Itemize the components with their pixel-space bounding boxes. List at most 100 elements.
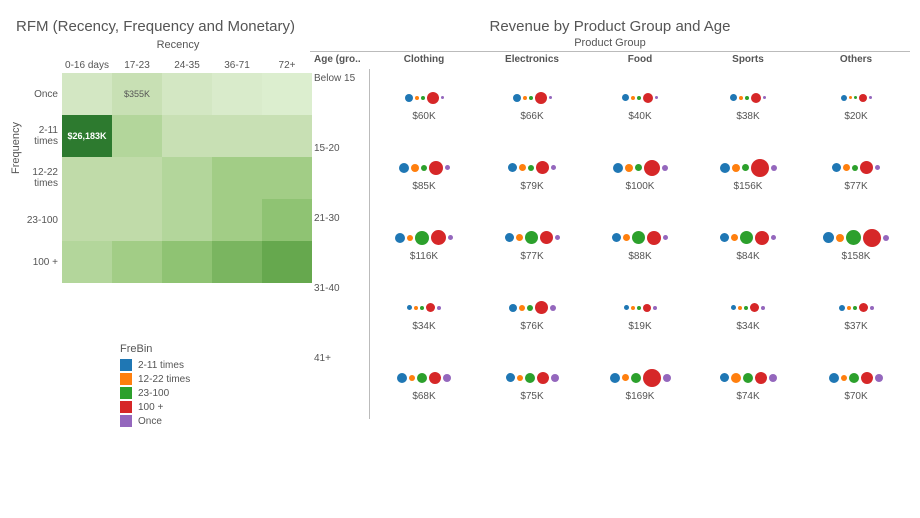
rfm-col-header: 0-16 days <box>62 53 112 73</box>
rfm-cell[interactable] <box>262 157 312 199</box>
dot <box>663 235 668 240</box>
rfm-cell[interactable] <box>162 199 212 241</box>
rfm-cell[interactable] <box>212 199 262 241</box>
rfm-cell[interactable] <box>62 73 112 115</box>
rfm-cell[interactable] <box>162 157 212 199</box>
revenue-cell[interactable]: $169K <box>586 349 694 419</box>
rfm-cell[interactable] <box>262 241 312 283</box>
revenue-cell[interactable]: $88K <box>586 209 694 279</box>
revenue-value-label: $76K <box>520 321 543 332</box>
age-row-header: 41+ <box>310 349 370 419</box>
revenue-cell[interactable]: $68K <box>370 349 478 419</box>
dot <box>551 374 559 382</box>
dots-row <box>720 367 777 389</box>
revenue-value-label: $34K <box>736 321 759 332</box>
rfm-col-header: 24-35 <box>162 53 212 73</box>
dot <box>846 230 861 245</box>
revenue-cell[interactable]: $76K <box>478 279 586 349</box>
revenue-cell[interactable]: $38K <box>694 69 802 139</box>
rfm-cell[interactable] <box>162 115 212 157</box>
legend-item[interactable]: 23-100 <box>120 387 310 399</box>
dot <box>771 235 776 240</box>
revenue-value-label: $68K <box>412 391 435 402</box>
revenue-cell[interactable]: $60K <box>370 69 478 139</box>
revenue-cell[interactable]: $74K <box>694 349 802 419</box>
dot <box>397 373 407 383</box>
revenue-cell[interactable]: $37K <box>802 279 910 349</box>
age-row-header: 21-30 <box>310 209 370 279</box>
legend-item[interactable]: Once <box>120 415 310 427</box>
dot <box>448 235 453 240</box>
dot <box>405 94 413 102</box>
revenue-panel: Revenue by Product Group and Age Product… <box>310 0 920 518</box>
rfm-cell[interactable] <box>62 241 112 283</box>
revenue-cell[interactable]: $100K <box>586 139 694 209</box>
rfm-cell[interactable] <box>212 157 262 199</box>
revenue-cell[interactable]: $20K <box>802 69 910 139</box>
rfm-cell[interactable]: $355K <box>112 73 162 115</box>
revenue-cell[interactable]: $77K <box>802 139 910 209</box>
revenue-cell[interactable]: $77K <box>478 209 586 279</box>
dot <box>771 165 777 171</box>
rfm-cell[interactable] <box>112 157 162 199</box>
dot <box>613 163 623 173</box>
revenue-cell[interactable]: $85K <box>370 139 478 209</box>
rfm-cell[interactable] <box>112 241 162 283</box>
rfm-cell[interactable] <box>62 157 112 199</box>
revenue-cell[interactable]: $84K <box>694 209 802 279</box>
dot <box>836 234 844 242</box>
dots-row <box>407 297 441 319</box>
revenue-cell[interactable]: $158K <box>802 209 910 279</box>
revenue-cell[interactable]: $66K <box>478 69 586 139</box>
dots-row <box>829 367 883 389</box>
revenue-cell[interactable]: $79K <box>478 139 586 209</box>
dot <box>529 96 533 100</box>
legend-item[interactable]: 100 + <box>120 401 310 413</box>
dot <box>535 92 547 104</box>
dot <box>631 96 635 100</box>
dot <box>509 304 517 312</box>
rfm-cell[interactable] <box>162 241 212 283</box>
revenue-cell[interactable]: $34K <box>694 279 802 349</box>
rfm-cell[interactable] <box>262 199 312 241</box>
revenue-cell[interactable]: $19K <box>586 279 694 349</box>
revenue-cell[interactable]: $156K <box>694 139 802 209</box>
dot <box>437 306 441 310</box>
rfm-cell[interactable] <box>262 73 312 115</box>
product-group-header: Clothing <box>370 52 478 69</box>
rfm-cell[interactable] <box>262 115 312 157</box>
rfm-cell[interactable]: $26,183K <box>62 115 112 157</box>
dots-row <box>395 227 453 249</box>
dot <box>869 96 872 99</box>
rfm-cell[interactable] <box>162 73 212 115</box>
rfm-cell[interactable] <box>62 199 112 241</box>
revenue-cell[interactable]: $34K <box>370 279 478 349</box>
rfm-cell[interactable] <box>212 115 262 157</box>
dot <box>535 301 548 314</box>
dot <box>853 306 857 310</box>
revenue-cell[interactable]: $40K <box>586 69 694 139</box>
dot <box>849 96 852 99</box>
revenue-value-label: $75K <box>520 391 543 402</box>
revenue-cell[interactable]: $75K <box>478 349 586 419</box>
dot <box>506 373 515 382</box>
dots-row <box>405 87 444 109</box>
rfm-cell[interactable] <box>212 241 262 283</box>
rfm-col-header: 72+ <box>262 53 312 73</box>
dot <box>643 93 653 103</box>
legend-item[interactable]: 2-11 times <box>120 359 310 371</box>
dot <box>426 303 435 312</box>
dot <box>622 374 629 381</box>
rfm-cell[interactable] <box>212 73 262 115</box>
legend-item[interactable]: 12-22 times <box>120 373 310 385</box>
product-group-header: Food <box>586 52 694 69</box>
dot <box>421 96 425 100</box>
dot <box>399 163 409 173</box>
revenue-value-label: $158K <box>842 251 871 262</box>
revenue-cell[interactable]: $116K <box>370 209 478 279</box>
revenue-value-label: $20K <box>844 111 867 122</box>
rfm-cell[interactable] <box>112 115 162 157</box>
revenue-cell[interactable]: $70K <box>802 349 910 419</box>
rfm-col-header: 17-23 <box>112 53 162 73</box>
rfm-cell[interactable] <box>112 199 162 241</box>
